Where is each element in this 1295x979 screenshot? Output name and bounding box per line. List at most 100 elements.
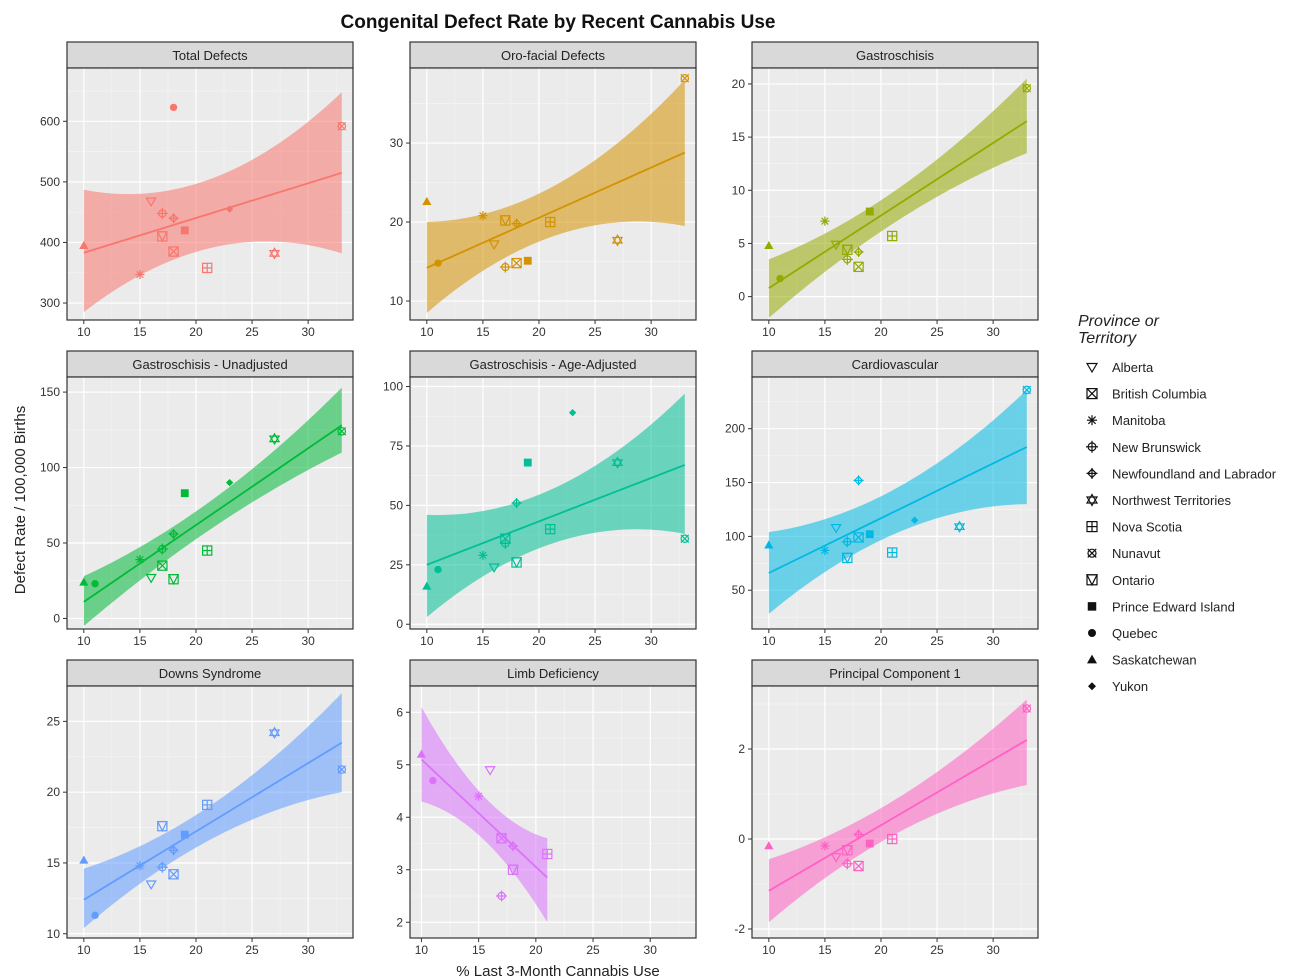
point-northwest-territories bbox=[953, 520, 966, 533]
point-saskatchewan bbox=[79, 855, 89, 864]
point-manitoba bbox=[820, 545, 830, 555]
x-tick-label: 30 bbox=[644, 943, 658, 957]
x-tick-label: 10 bbox=[420, 634, 434, 648]
point-newfoundland-and-labrador bbox=[507, 841, 519, 852]
panel-gastroschisis: Gastroschisis 10 15 20 25 30 0 5 10 15 20 bbox=[732, 41, 1039, 339]
fit-layer bbox=[768, 389, 1028, 614]
x-tick-label: 10 bbox=[77, 325, 91, 339]
legend-key-northwest-territories bbox=[1085, 493, 1099, 507]
y-tick-label: 300 bbox=[40, 296, 60, 310]
legend-key-manitoba bbox=[1087, 415, 1097, 426]
legend-items: Alberta British Columbia Manitoba New Bruns… bbox=[1085, 360, 1277, 694]
x-tick-label: 25 bbox=[588, 634, 602, 648]
x-tick-label: 25 bbox=[930, 325, 944, 339]
legend-item-yukon: Yukon bbox=[1088, 679, 1148, 694]
panel-oro-facial-defects: Oro-facial Defects 10 15 20 25 30 10 20 30 bbox=[390, 41, 697, 339]
panel-total-defects: Total Defects 10 15 20 25 30 300 400 500 600 bbox=[40, 41, 354, 339]
point-prince-edward-island bbox=[865, 839, 874, 848]
point-new-brunswick bbox=[499, 537, 511, 549]
legend-key-prince-edward-island bbox=[1087, 602, 1097, 611]
regression-line bbox=[83, 171, 343, 254]
legend-key-nunavut bbox=[1087, 548, 1097, 558]
point-yukon bbox=[910, 516, 919, 524]
point-newfoundland-and-labrador bbox=[168, 845, 179, 856]
fit-layer bbox=[768, 78, 1028, 318]
point-manitoba bbox=[135, 861, 145, 871]
fit-layer bbox=[83, 693, 343, 929]
y-tick-label: 10 bbox=[732, 183, 746, 197]
point-nova-scotia bbox=[886, 833, 898, 845]
x-tick-label: 15 bbox=[818, 634, 832, 648]
point-ontario bbox=[499, 215, 511, 227]
x-tick-label: 15 bbox=[818, 943, 832, 957]
panel-title: Limb Deficiency bbox=[507, 666, 599, 681]
y-tick-label: 15 bbox=[47, 856, 61, 870]
x-tick-label: 15 bbox=[133, 634, 147, 648]
legend-item-quebec: Quebec bbox=[1088, 626, 1158, 641]
regression-line bbox=[768, 739, 1028, 892]
confidence-band bbox=[426, 79, 685, 313]
axis-ticks: 10 15 20 25 30 300 400 500 600 bbox=[40, 114, 315, 339]
point-new-brunswick bbox=[499, 261, 511, 273]
point-nova-scotia bbox=[544, 216, 556, 228]
point-british-columbia bbox=[853, 261, 864, 273]
point-nova-scotia bbox=[201, 799, 213, 811]
panel-title: Total Defects bbox=[172, 48, 248, 63]
data-points bbox=[764, 83, 1032, 283]
x-tick-label: 15 bbox=[818, 325, 832, 339]
point-newfoundland-and-labrador bbox=[853, 829, 864, 840]
panel-title: Gastroschisis - Age-Adjusted bbox=[470, 357, 637, 372]
legend-item-british-columbia: British Columbia bbox=[1086, 387, 1207, 402]
panel-strip bbox=[66, 659, 354, 687]
point-alberta bbox=[488, 563, 500, 573]
x-tick-label: 20 bbox=[874, 943, 888, 957]
point-nova-scotia bbox=[542, 848, 553, 860]
panel-downs-syndrome: Downs Syndrome 10 15 20 25 30 10 15 20 25 bbox=[47, 659, 354, 957]
point-nunavut bbox=[337, 426, 347, 436]
x-tick-label: 10 bbox=[77, 943, 91, 957]
data-points bbox=[79, 426, 347, 588]
y-tick-label: 25 bbox=[390, 558, 404, 572]
data-points bbox=[764, 385, 1032, 564]
x-tick-label: 15 bbox=[476, 325, 490, 339]
panel-border bbox=[751, 376, 1039, 630]
y-tick-label: 100 bbox=[383, 380, 403, 394]
fit-layer bbox=[426, 79, 686, 313]
y-tick-label: 0 bbox=[738, 290, 745, 304]
legend-label: Ontario bbox=[1112, 573, 1155, 588]
point-prince-edward-island bbox=[180, 226, 189, 235]
y-tick-label: 20 bbox=[390, 215, 404, 229]
y-tick-label: -2 bbox=[734, 922, 745, 936]
point-nunavut bbox=[680, 534, 690, 543]
legend-title-line1: Province or bbox=[1078, 313, 1160, 330]
legend-label: Yukon bbox=[1112, 679, 1148, 694]
point-northwest-territories bbox=[268, 726, 281, 739]
data-points bbox=[764, 704, 1032, 872]
point-newfoundland-and-labrador bbox=[511, 497, 522, 509]
point-ontario bbox=[156, 231, 168, 243]
axis-ticks: 10 15 20 25 30 0 50 100 150 bbox=[40, 385, 315, 648]
point-manitoba bbox=[135, 554, 145, 565]
point-prince-edward-island bbox=[180, 489, 189, 498]
legend-key-quebec bbox=[1088, 629, 1096, 637]
point-saskatchewan bbox=[416, 749, 427, 758]
panel-title: Cardiovascular bbox=[852, 357, 939, 372]
regression-line bbox=[83, 424, 343, 603]
y-tick-label: 10 bbox=[390, 294, 404, 308]
legend-item-newfoundland-and-labrador: Newfoundland and Labrador bbox=[1086, 466, 1277, 481]
point-newfoundland-and-labrador bbox=[168, 213, 179, 224]
point-nunavut bbox=[337, 765, 347, 774]
panel-border bbox=[409, 685, 697, 939]
panel-title: Principal Component 1 bbox=[829, 666, 961, 681]
point-nunavut bbox=[1022, 704, 1032, 713]
legend-key-saskatchewan bbox=[1087, 654, 1097, 664]
panel-title: Gastroschisis bbox=[856, 48, 935, 63]
x-tick-label: 15 bbox=[472, 943, 486, 957]
point-new-brunswick bbox=[156, 861, 168, 873]
panel-border bbox=[66, 376, 354, 630]
y-tick-label: 100 bbox=[40, 461, 60, 475]
x-tick-label: 30 bbox=[986, 634, 1000, 648]
legend-title-line2: Territory bbox=[1078, 330, 1137, 347]
point-quebec bbox=[91, 580, 99, 588]
panel-strip bbox=[751, 659, 1039, 687]
